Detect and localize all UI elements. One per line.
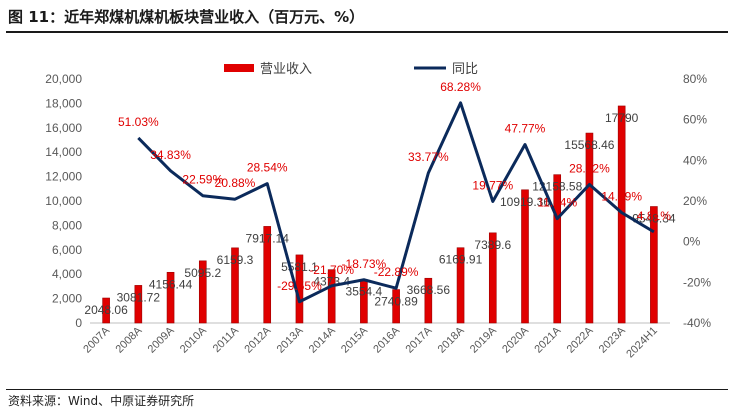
bar-value-label: 2740.89 <box>374 295 418 309</box>
bar <box>102 297 110 324</box>
category-label: 2013A <box>275 324 306 355</box>
category-label: 2016A <box>371 324 402 355</box>
legend-swatch-revenue <box>224 64 254 72</box>
x-axis-categories: 2007A 2008A 2009A 2010A 2011A 2012A 2013A 2014A… <box>81 324 660 360</box>
bar <box>456 247 465 324</box>
bar <box>166 271 175 324</box>
left-tick-label: 10,000 <box>45 194 82 208</box>
category-label: 2024H1 <box>624 325 660 361</box>
bar-value-label: 3081.72 <box>117 290 161 304</box>
bar-value-label: 10919.36 <box>500 195 550 209</box>
bar-value-label: 6159.3 <box>217 253 254 267</box>
line-value-label: -22.89% <box>374 265 419 279</box>
right-y-axis: -40% -20% 0% 20% 40% 60% 80% <box>683 72 711 330</box>
left-tick-label: 8,000 <box>52 218 82 232</box>
category-label: 2012A <box>242 324 273 355</box>
bar <box>424 277 433 324</box>
line-value-label: 68.28% <box>440 80 481 94</box>
bar-value-label: 4156.44 <box>149 277 193 291</box>
left-tick-label: 18,000 <box>45 96 82 110</box>
category-label: 2009A <box>146 324 177 355</box>
bar <box>263 226 272 324</box>
line-value-label: 33.77% <box>408 150 449 164</box>
category-label: 2015A <box>339 324 370 355</box>
line-value-label: -18.73% <box>342 257 387 271</box>
right-tick-label: 40% <box>683 153 707 167</box>
right-tick-label: -20% <box>683 275 711 289</box>
category-label: 2008A <box>113 324 144 355</box>
bar <box>198 260 207 324</box>
figure-source: 资料来源：Wind、中原证券研究所 <box>8 394 195 408</box>
bar-value-label: 6169.91 <box>439 253 483 267</box>
title-divider <box>6 31 728 33</box>
line-value-label: 4.81% <box>637 209 671 223</box>
left-tick-label: 6,000 <box>52 243 82 257</box>
revenue-chart: 0 2,000 4,000 6,000 8,000 10,000 12,000 14,000 1… <box>45 62 711 360</box>
line-value-label: 28.54% <box>247 161 288 175</box>
line-value-label: 14.29% <box>601 190 642 204</box>
left-tick-label: 12,000 <box>45 170 82 184</box>
bar-value-label: 7389.6 <box>474 238 511 252</box>
category-label: 2010A <box>178 324 209 355</box>
line-value-label: 19.77% <box>472 178 513 192</box>
bar <box>134 285 143 324</box>
right-tick-label: -40% <box>683 316 711 330</box>
right-tick-label: 80% <box>683 72 707 86</box>
category-label: 2022A <box>565 324 596 355</box>
bar-value-label: 2048.06 <box>84 303 128 317</box>
bar <box>521 189 529 324</box>
left-tick-label: 4,000 <box>52 267 82 281</box>
category-label: 2007A <box>81 324 112 355</box>
category-label: 2021A <box>532 324 563 355</box>
legend-label-revenue: 营业收入 <box>260 62 312 77</box>
bar-value-label: 3554.4 <box>346 285 383 299</box>
line-value-label: 51.03% <box>118 115 159 129</box>
left-tick-label: 16,000 <box>45 121 82 135</box>
left-tick-label: 20,000 <box>45 72 82 86</box>
line-value-label: 22.59% <box>182 173 223 187</box>
legend-label-yoy: 同比 <box>452 62 478 77</box>
line-value-label: 47.77% <box>505 122 546 136</box>
line-value-label: 28.12% <box>569 161 610 175</box>
category-label: 2023A <box>597 324 628 355</box>
line-value-label: 34.83% <box>150 148 191 162</box>
bar-series-revenue <box>102 105 658 324</box>
line-value-label: -29.55% <box>277 279 322 293</box>
left-tick-label: 0 <box>75 316 82 330</box>
bar <box>327 269 336 324</box>
line-value-labels: 51.03% 34.83% 22.59%20.88%28.54% -29.55% -21… <box>118 80 671 293</box>
left-tick-label: 2,000 <box>52 292 82 306</box>
bar-value-label: 9548.34 <box>632 212 676 226</box>
legend: 营业收入 同比 <box>224 62 478 77</box>
bar <box>231 247 239 324</box>
bar-value-label: 5095.2 <box>184 266 221 280</box>
left-y-axis: 0 2,000 4,000 6,000 8,000 10,000 12,000 14,000 1… <box>45 72 82 330</box>
bar-value-label: 3668.56 <box>407 283 451 297</box>
figure-title: 图 11：近年郑煤机煤机板块营业收入（百万元、%） <box>8 8 365 26</box>
bar-value-label: 15568.46 <box>564 138 614 152</box>
bar <box>488 232 497 324</box>
line-value-label: -21.70% <box>309 263 354 277</box>
category-label: 2014A <box>307 324 338 355</box>
bar <box>650 206 658 324</box>
line-value-label: 20.88% <box>215 176 256 190</box>
category-label: 2011A <box>211 324 242 355</box>
category-label: 2017A <box>403 324 434 355</box>
line-value-label: 11.34% <box>537 196 577 210</box>
category-label: 2019A <box>468 324 499 355</box>
right-tick-label: 0% <box>683 235 701 249</box>
bar <box>585 132 594 324</box>
right-tick-label: 60% <box>683 113 707 127</box>
right-tick-label: 20% <box>683 194 707 208</box>
bar-value-label: 7917.14 <box>246 231 290 245</box>
line-series-yoy <box>137 101 655 304</box>
left-tick-label: 14,000 <box>45 145 82 159</box>
category-label: 2018A <box>436 324 467 355</box>
bar <box>553 174 562 324</box>
source-divider <box>6 389 728 390</box>
bar-value-label: 17790 <box>605 111 639 125</box>
category-label: 2020A <box>500 324 531 355</box>
